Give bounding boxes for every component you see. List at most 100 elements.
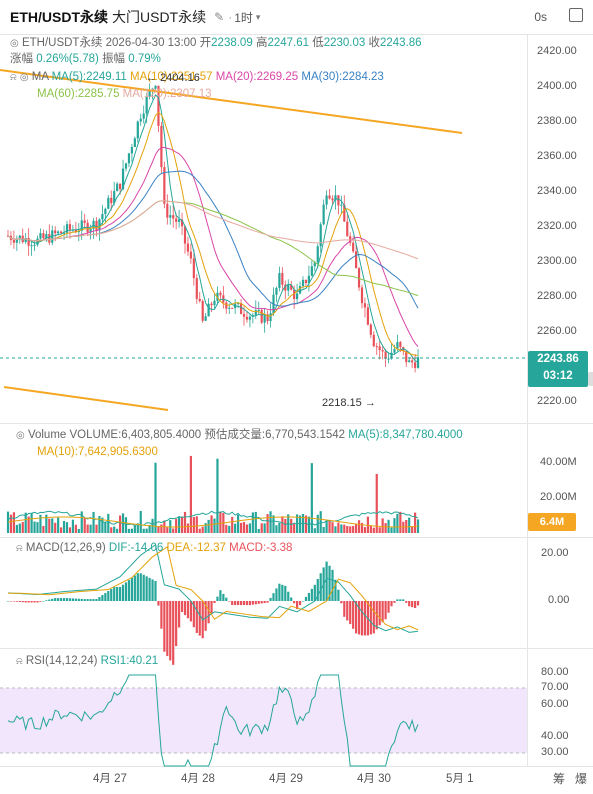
candle-body: [201, 301, 204, 321]
macd-tick: 0.00: [548, 594, 570, 606]
candle-body: [213, 300, 216, 306]
eye-icon[interactable]: ◎: [19, 72, 29, 83]
macd-bar: [414, 601, 417, 609]
bell-icon[interactable]: ⍾: [16, 543, 23, 554]
candle-body: [136, 121, 139, 139]
ohlc-date: 2026-04-30 13:00: [105, 37, 197, 49]
macd-bar: [68, 598, 72, 601]
macd-tick: 20.00: [541, 547, 569, 559]
symbol-title[interactable]: ETH/USDT永续: [10, 9, 108, 25]
volume-bar: [65, 522, 69, 533]
divider: [0, 34, 593, 35]
ma10-value: MA(10):2251.57: [130, 71, 213, 83]
bell-icon[interactable]: ⍾: [16, 656, 23, 667]
volume-ma10-line: [7, 516, 419, 528]
macd-bar: [405, 601, 408, 603]
macd-bar: [116, 587, 119, 601]
candle-body: [154, 85, 157, 89]
macd-bar: [408, 601, 411, 607]
macd-bar: [124, 582, 128, 601]
candle-body: [54, 230, 57, 234]
min-price-label: 2218.15 →: [322, 397, 376, 409]
axis-drag-handle[interactable]: [588, 372, 593, 386]
volume-bar: [290, 518, 293, 533]
candle-body: [18, 235, 21, 239]
macd-bar: [251, 601, 254, 605]
volume-bar: [284, 518, 287, 533]
x-tick: 4月 27: [93, 773, 127, 785]
candle-body: [290, 284, 293, 290]
volume-bar: [54, 522, 57, 533]
x-tick: 5月 1: [446, 773, 474, 785]
volume-bar: [340, 524, 343, 533]
volume-tick: 40.00M: [540, 456, 577, 468]
candle-body: [360, 287, 364, 304]
volume-bar: [408, 517, 411, 533]
chip-button[interactable]: 筹: [553, 772, 566, 786]
edit-icon[interactable]: ✎: [214, 10, 225, 24]
ma30-line: [7, 170, 419, 309]
eye-icon[interactable]: ◎: [10, 38, 19, 49]
rsi-tick: 80.00: [541, 666, 569, 678]
macd-bar: [92, 599, 95, 601]
candle-body: [101, 214, 104, 220]
macd-bar: [127, 580, 131, 601]
macd-bar: [107, 591, 110, 601]
candle-body: [369, 324, 372, 335]
macd-bar: [30, 601, 33, 603]
volume-bar: [242, 522, 246, 533]
volume-bar: [166, 527, 169, 533]
macd-bar: [225, 597, 228, 601]
volume-bar: [98, 515, 101, 533]
macd-bar: [281, 584, 284, 601]
macd-bar: [163, 601, 166, 652]
macd-bar: [113, 587, 116, 601]
candle-body: [151, 88, 154, 91]
macd-bar: [183, 601, 187, 616]
amplitude-label: 振幅: [102, 53, 126, 65]
volume-bar: [328, 521, 331, 533]
macd-bar: [42, 601, 45, 602]
volume-bar: [110, 527, 113, 533]
macd-bar: [77, 598, 80, 601]
volume-bar: [180, 516, 184, 533]
volume-bar: [160, 524, 163, 533]
candle-body: [231, 307, 234, 309]
fullscreen-icon[interactable]: [569, 8, 583, 22]
macd-bar: [343, 601, 346, 617]
macd-bar: [198, 601, 201, 636]
close-label: 收: [368, 37, 381, 49]
candle-body: [334, 195, 337, 201]
candle-body: [416, 357, 420, 368]
macd-bar: [15, 601, 18, 602]
candle-body: [195, 278, 198, 299]
y-tick: 2300.00: [537, 255, 577, 267]
volume-bar: [48, 518, 51, 533]
macd-bar: [337, 589, 340, 601]
candle-body: [163, 167, 166, 204]
volume-bar: [74, 524, 77, 533]
liquidation-button[interactable]: 爆: [575, 772, 588, 786]
macd-bar: [396, 599, 399, 601]
rsi-line: [7, 674, 419, 767]
y-tick: 2220.00: [537, 395, 577, 407]
timeframe-selector[interactable]: 1时: [234, 10, 253, 25]
macd-bar: [316, 578, 319, 601]
current-price: 2243.86: [537, 353, 579, 365]
macd-bar: [399, 599, 402, 601]
divider: [0, 648, 593, 649]
eye-icon[interactable]: ◎: [16, 430, 25, 441]
macd-bar: [110, 589, 113, 601]
macd-bar: [384, 601, 387, 620]
chevron-down-icon[interactable]: ▾: [255, 11, 261, 22]
candle-body: [225, 302, 228, 309]
volume-bar: [346, 526, 349, 533]
macd-bar: [80, 598, 83, 601]
volume-bar: [254, 511, 257, 533]
bell-icon[interactable]: ⍾: [10, 72, 17, 83]
candle-body: [319, 224, 322, 247]
volume-bar: [349, 526, 352, 533]
divider: [0, 423, 593, 424]
volume-bar: [107, 513, 110, 533]
